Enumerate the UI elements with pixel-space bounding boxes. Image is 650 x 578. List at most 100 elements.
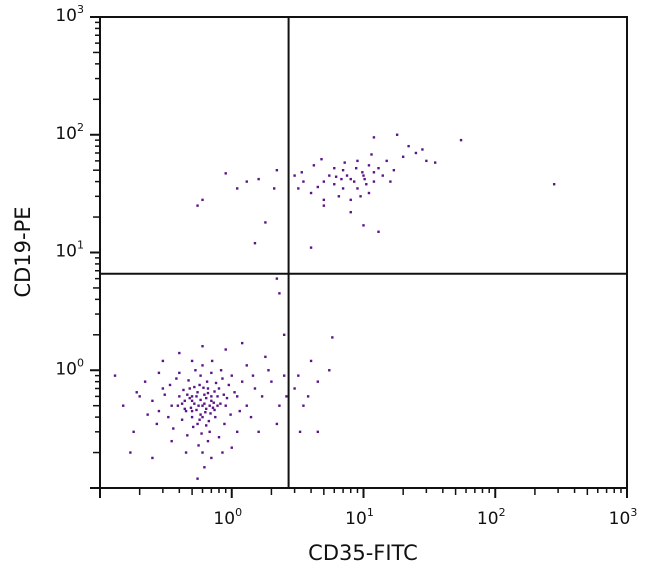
data-point — [198, 418, 201, 421]
data-point — [197, 404, 200, 407]
data-point — [249, 415, 253, 419]
data-point — [367, 191, 371, 195]
data-point — [196, 422, 199, 426]
data-point — [224, 172, 227, 175]
data-point — [197, 444, 200, 447]
data-point — [372, 180, 376, 183]
data-point — [229, 413, 232, 416]
data-point — [282, 374, 286, 377]
quadrant-gates — [100, 17, 627, 488]
data-point — [293, 387, 296, 390]
data-point — [213, 408, 216, 412]
data-point — [163, 393, 166, 396]
data-point — [328, 369, 331, 372]
data-point — [224, 348, 227, 351]
data-point — [297, 187, 300, 190]
data-point — [199, 398, 202, 402]
data-point — [210, 359, 214, 363]
data-point — [227, 383, 231, 387]
data-point — [178, 395, 181, 398]
data-point — [143, 380, 147, 383]
data-point — [356, 187, 359, 190]
data-point — [225, 396, 229, 400]
data-point — [184, 451, 188, 454]
y-tick-label: 102 — [55, 121, 84, 144]
data-point — [385, 159, 388, 163]
data-point — [209, 412, 212, 415]
x-tick-label: 101 — [345, 506, 374, 529]
data-point — [190, 409, 194, 413]
data-point — [421, 148, 424, 151]
data-point — [331, 336, 334, 339]
data-point — [361, 171, 364, 174]
x-axis-title: CD35-FITC — [308, 541, 418, 565]
data-point — [192, 425, 195, 429]
data-point — [206, 439, 210, 443]
data-point — [201, 345, 204, 348]
data-point — [180, 418, 184, 421]
data-point — [200, 432, 203, 435]
data-point — [201, 364, 204, 367]
data-point — [170, 439, 173, 443]
data-point — [186, 393, 189, 396]
data-point — [199, 413, 202, 416]
data-point — [316, 430, 320, 434]
data-point — [210, 399, 213, 403]
data-point — [278, 404, 281, 407]
data-point — [278, 292, 281, 295]
data-point — [370, 153, 373, 156]
data-point — [196, 477, 199, 480]
data-point — [316, 185, 320, 189]
data-point — [343, 161, 346, 164]
data-point — [264, 221, 267, 224]
data-point — [240, 380, 244, 383]
data-point — [196, 391, 199, 394]
data-point — [251, 374, 255, 377]
data-point — [176, 404, 180, 407]
data-point — [298, 430, 302, 434]
x-tick-label: 100 — [213, 506, 242, 529]
data-point — [264, 355, 267, 359]
data-point — [194, 369, 197, 372]
data-point — [210, 371, 213, 375]
data-point — [353, 180, 356, 183]
data-point — [182, 388, 185, 392]
data-point — [129, 451, 132, 454]
data-point — [195, 395, 198, 398]
data-point — [359, 195, 362, 198]
data-point — [552, 183, 556, 186]
data-point — [167, 415, 170, 419]
data-point — [210, 456, 213, 460]
data-point — [293, 174, 296, 177]
data-point — [322, 180, 326, 183]
data-point — [203, 466, 206, 469]
data-point — [201, 198, 204, 202]
data-point — [208, 430, 211, 434]
data-point — [113, 374, 117, 377]
data-point — [349, 210, 352, 214]
data-point — [198, 383, 201, 387]
data-point — [175, 377, 178, 380]
data-point — [356, 159, 359, 163]
data-point — [322, 204, 326, 207]
data-point — [300, 171, 303, 174]
data-point — [363, 177, 366, 181]
data-point — [151, 399, 154, 403]
data-point — [341, 187, 345, 190]
data-point — [253, 387, 257, 390]
data-point — [337, 195, 341, 198]
data-point — [275, 277, 279, 280]
data-point — [389, 180, 392, 183]
data-point — [381, 174, 384, 177]
y-axis-ticks: 100 101 102 103 — [55, 3, 100, 489]
data-point — [183, 407, 186, 411]
data-point — [168, 383, 172, 387]
x-tick-label: 103 — [609, 506, 638, 529]
data-point — [273, 187, 276, 190]
data-point — [219, 369, 223, 372]
data-point — [210, 395, 213, 398]
data-point — [188, 387, 191, 390]
data-point — [205, 407, 208, 411]
data-point — [157, 371, 161, 375]
